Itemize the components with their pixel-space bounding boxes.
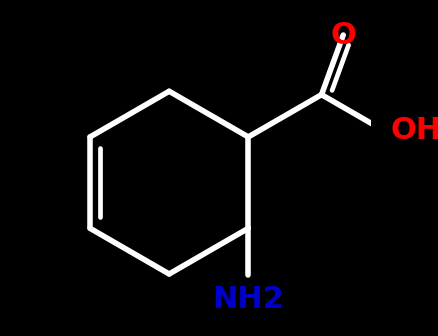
Text: NH2: NH2 <box>212 285 283 314</box>
Text: OH: OH <box>390 116 438 145</box>
Text: O: O <box>329 20 355 49</box>
